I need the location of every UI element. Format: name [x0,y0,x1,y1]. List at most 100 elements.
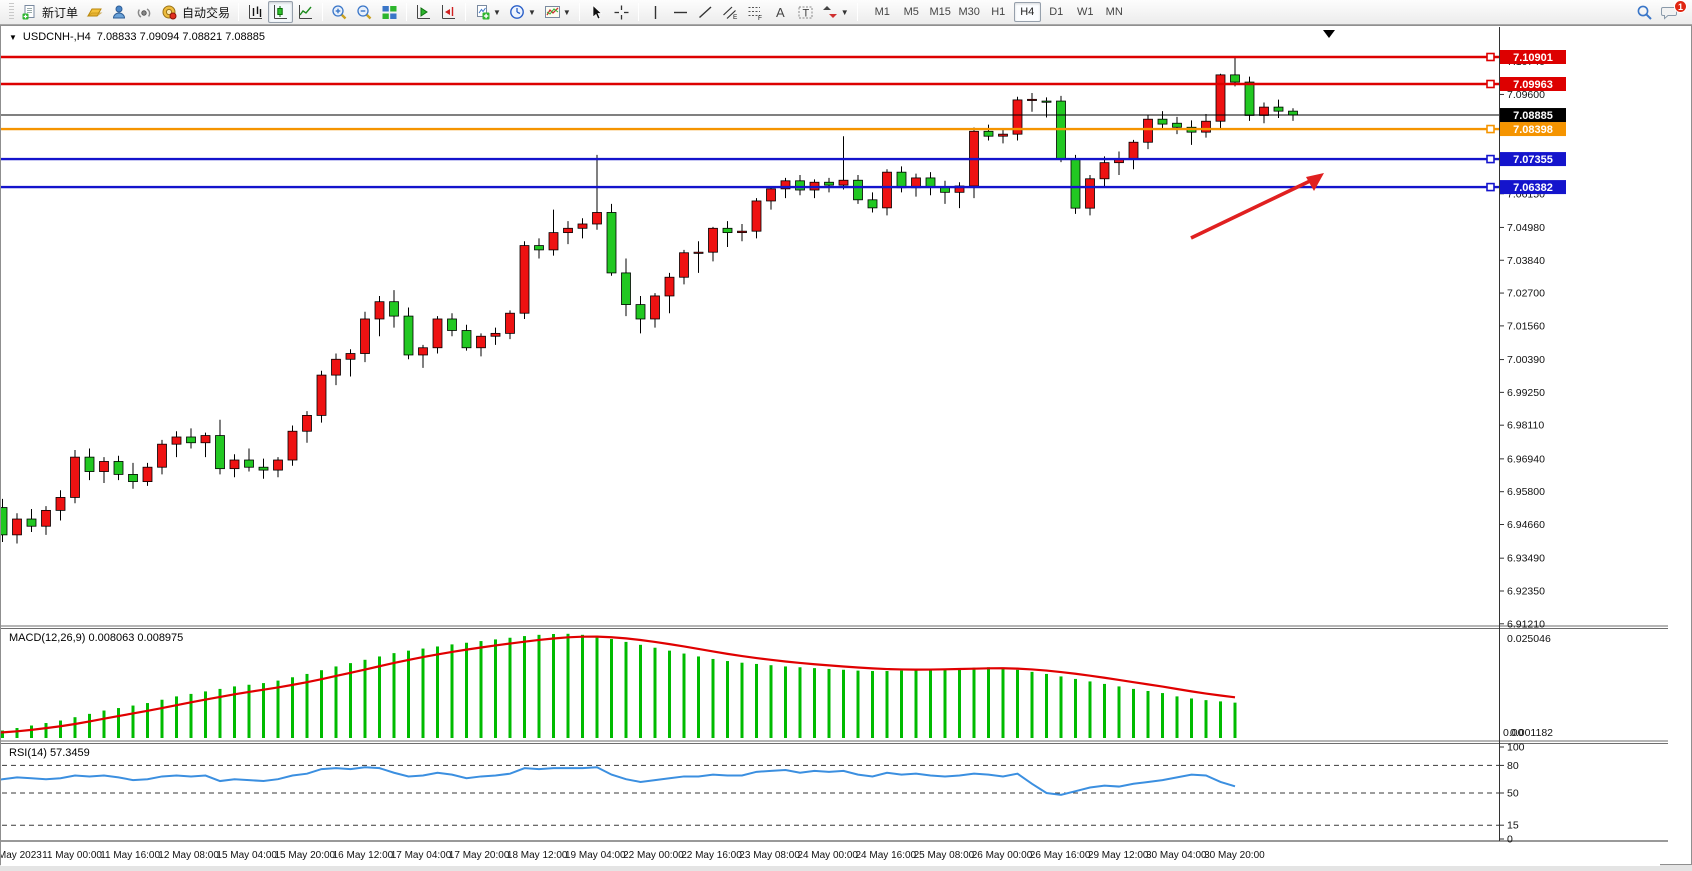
zoom-out-button[interactable] [352,1,377,23]
chart-canvas[interactable]: 7.107407.096007.061507.049807.038407.027… [0,26,1692,866]
svg-text:7.07355: 7.07355 [1513,154,1553,166]
svg-text:10 May 2023: 10 May 2023 [1,850,42,861]
fibonacci-button[interactable]: F [743,1,768,23]
auto-scroll-button[interactable] [411,1,436,23]
svg-text:6.96940: 6.96940 [1507,453,1545,465]
svg-text:17 May 20:00: 17 May 20:00 [449,850,510,861]
svg-text:26 May 16:00: 26 May 16:00 [1030,850,1091,861]
svg-text:6.95800: 6.95800 [1507,486,1545,498]
timeframe-m1-button[interactable]: M1 [874,6,890,18]
svg-text:26 May 00:00: 26 May 00:00 [972,850,1033,861]
toolbar-separator [406,3,408,21]
horizontal-level-lines[interactable]: 7.10901 7.09963 7.08398 7.07355 7.06382 [0,50,1566,195]
gold-button[interactable] [82,1,107,23]
templates-button[interactable]: ▼ [540,1,575,23]
text-button[interactable]: A [768,1,793,23]
svg-text:11 May 00:00: 11 May 00:00 [42,850,102,861]
toolbar-grip[interactable] [9,3,14,21]
svg-text:50: 50 [1507,788,1519,800]
bar-chart-icon [247,4,264,21]
level-line-7.09963[interactable]: 7.09963 [0,77,1566,92]
trendline-button[interactable] [693,1,718,23]
level-line-7.07355[interactable]: 7.07355 [0,152,1566,167]
chart-window: 7.107407.096007.061507.049807.038407.027… [0,25,1692,866]
timeframe-mn-button[interactable]: MN [1105,6,1123,18]
svg-text:F: F [758,15,762,21]
svg-text:6.91210: 6.91210 [1507,618,1545,630]
svg-text:7.04980: 7.04980 [1507,222,1545,234]
chart-shift-button[interactable] [436,1,461,23]
crosshair-button[interactable] [609,1,634,23]
auto-trading-icon [161,4,178,21]
svg-text:0.001182: 0.001182 [1510,727,1553,739]
periods-button[interactable]: ▼ [505,1,540,23]
chevron-down-icon[interactable]: ▼ [527,7,536,17]
macd-indicator-label: MACD(12,26,9) 0.008063 0.008975 [9,632,184,644]
new-order-button[interactable]: 新订单 [17,1,82,23]
zoom-in-button[interactable] [327,1,352,23]
indicators-button[interactable]: ▼ [470,1,505,23]
chart-shift-marker[interactable] [1323,30,1335,38]
hline-icon [672,4,689,21]
candlestick-icon [272,4,289,21]
chart-background [0,26,1660,866]
toolbar-separator [465,3,467,21]
timeframe-m5-button[interactable]: M5 [903,6,919,18]
level-line-7.08398[interactable]: 7.08398 [0,122,1566,137]
svg-text:22 May 00:00: 22 May 00:00 [623,850,684,861]
chevron-down-icon[interactable]: ▼ [840,7,849,17]
timeframe-d1-button[interactable]: D1 [1049,6,1064,18]
svg-text:T: T [802,7,809,19]
svg-text:15: 15 [1507,820,1519,832]
trend-arrow-annotation[interactable] [1190,173,1324,240]
svg-text:11 May 16:00: 11 May 16:00 [100,850,160,861]
pane-borders [0,27,1668,842]
svg-text:7.02700: 7.02700 [1507,288,1545,300]
toolbar-separator [637,3,639,21]
timeframe-m15-button[interactable]: M15 [929,6,951,18]
chevron-down-icon[interactable]: ▼ [493,7,501,17]
arrows-icon [822,4,839,21]
chevron-down-icon[interactable]: ▼ [562,7,571,17]
cursor-button[interactable] [584,1,609,23]
text-icon: A [772,4,789,21]
line-chart-button[interactable] [293,1,318,23]
candlestick-chart-button[interactable] [268,1,294,23]
chart-symbol-period: USDCNH-,H4 [22,31,91,43]
search-button[interactable] [1632,1,1657,23]
vertical-line-button[interactable] [643,1,668,23]
level-line-7.10901[interactable]: 7.10901 [0,50,1566,64]
level-line-7.06382[interactable]: 7.06382 [0,180,1566,195]
new-order-icon [21,4,38,21]
profile-button[interactable] [107,1,132,23]
signals-button[interactable] [132,1,157,23]
svg-text:7.01560: 7.01560 [1507,320,1545,332]
text-label-button[interactable]: T [793,1,818,23]
timeframe-m30-button[interactable]: M30 [958,6,980,18]
svg-text:6.93490: 6.93490 [1507,553,1545,565]
collapse-icon[interactable]: ▼ [9,32,17,42]
toolbar-separator [238,3,240,21]
timeframe-h4-button[interactable]: H4 [1013,2,1041,22]
arrows-button[interactable]: ▼ [818,1,853,23]
new-order-label: 新订单 [42,5,79,20]
svg-text:23 May 08:00: 23 May 08:00 [739,850,800,861]
chart-ohlc-values: 7.08833 7.09094 7.08821 7.08885 [96,31,265,43]
chart-title: ▼ USDCNH-,H4 7.08833 7.09094 7.08821 7.0… [9,31,265,43]
crosshair-icon [613,4,630,21]
indicators-icon [474,4,491,21]
equidistant-channel-button[interactable]: E [718,1,743,23]
channel-icon: E [722,4,739,21]
toolbar: 新订单 自动交易 ▼ ▼ ▼ E F A T ▼ M1 M5 M15 M30 H1 H4 D1 W1 MN 1 [0,0,1692,25]
notifications-button[interactable]: 1 [1657,0,1687,23]
tile-windows-button[interactable] [377,1,402,23]
auto-trading-button[interactable]: 自动交易 [157,1,234,23]
timeframe-h1-button[interactable]: H1 [991,6,1006,18]
fibo-icon: F [747,4,764,21]
svg-text:7.09963: 7.09963 [1513,79,1553,91]
svg-text:24 May 16:00: 24 May 16:00 [856,850,917,861]
timeframe-w1-button[interactable]: W1 [1076,6,1094,18]
horizontal-line-button[interactable] [668,1,693,23]
bar-chart-button[interactable] [243,1,268,23]
